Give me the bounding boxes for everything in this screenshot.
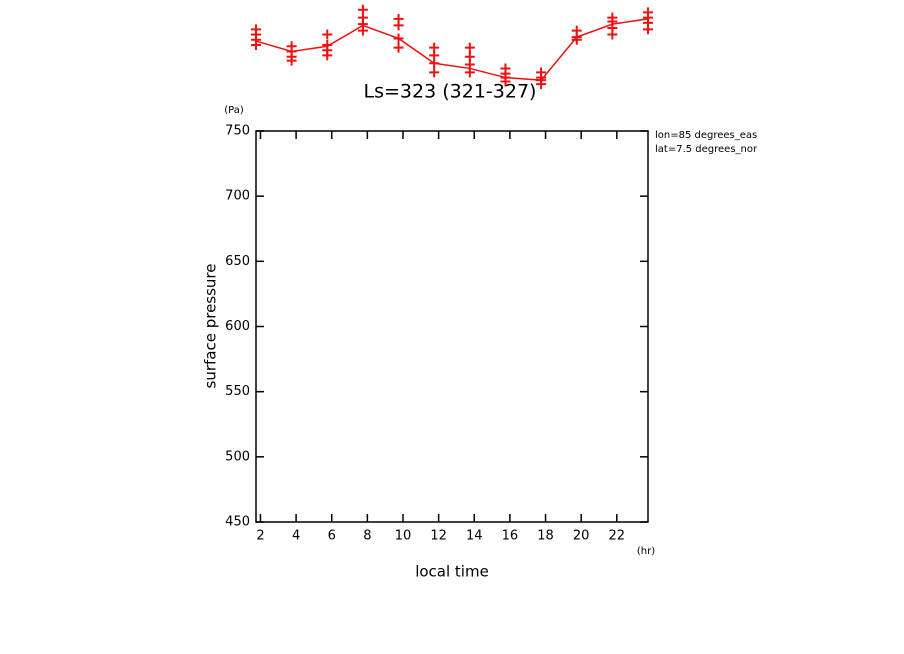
x-tick-label: 10 xyxy=(395,529,412,544)
x-tick-label: 2 xyxy=(256,529,264,544)
annotation: lat=7.5 degrees_nor xyxy=(655,144,758,155)
x-tick-label: 20 xyxy=(573,529,590,544)
marker xyxy=(286,55,297,66)
y-axis-title: surface pressure xyxy=(202,264,220,389)
plot-frame xyxy=(255,130,649,523)
marker xyxy=(322,50,333,61)
x-unit: (hr) xyxy=(637,546,655,557)
y-tick-label: 450 xyxy=(225,515,250,530)
x-tick-label: 6 xyxy=(328,529,336,544)
x-axis-title: local time xyxy=(415,563,489,581)
y-unit: (Pa) xyxy=(224,105,244,116)
x-tick-label: 8 xyxy=(363,529,371,544)
x-tick-label: 22 xyxy=(609,529,626,544)
chart-title: Ls=323 (321-327) xyxy=(364,81,537,103)
y-tick-label: 600 xyxy=(225,319,250,334)
marker xyxy=(322,29,333,40)
marker xyxy=(607,29,618,40)
y-tick-label: 750 xyxy=(225,124,250,139)
x-tick-label: 12 xyxy=(430,529,447,544)
y-tick-label: 700 xyxy=(225,189,250,204)
marker xyxy=(464,42,475,53)
marker xyxy=(643,24,653,35)
marker xyxy=(429,67,440,78)
marker xyxy=(357,25,368,36)
x-tick-label: 14 xyxy=(466,529,483,544)
y-tick-label: 650 xyxy=(225,254,250,269)
annotation: lon=85 degrees_eas xyxy=(655,130,757,141)
x-tick-label: 18 xyxy=(537,529,554,544)
data-line xyxy=(255,18,649,81)
y-tick-label: 550 xyxy=(225,384,250,399)
x-tick-label: 4 xyxy=(292,529,300,544)
marker xyxy=(393,42,404,53)
marker xyxy=(393,20,404,31)
y-tick-label: 500 xyxy=(225,449,250,464)
x-tick-label: 16 xyxy=(502,529,519,544)
